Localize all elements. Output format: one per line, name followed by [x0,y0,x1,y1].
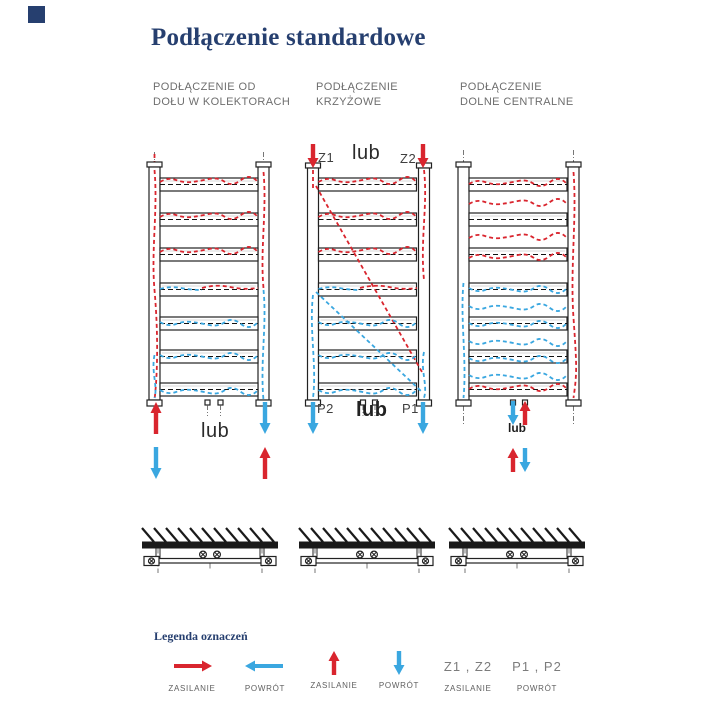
column-header-line1: PODŁĄCZENIE [460,81,543,93]
arrow-right-icon [174,660,212,672]
legend-title: Legenda oznaczeń [154,629,248,643]
legend-label: ZASILANIE [310,681,358,690]
supply-up-arrow-icon [507,448,519,472]
wall-section-drawing-3 [447,526,587,575]
legend-item-z1-z2: Z1 , Z2 ZASILANIE [437,652,499,694]
or-label: lub [508,421,526,435]
radiator-diagram-cross [304,144,433,434]
return-p1-label: P1 [402,401,419,416]
column-header-line2: DOŁU W KOLEKTORACH [153,96,291,108]
radiator-diagram-bottom-central [455,150,582,472]
column-header-bottom-collectors: PODŁĄCZENIE OD DOŁU W KOLEKTORACH [153,80,290,110]
return-down-arrow-icon [150,447,162,479]
legend-symbol-text: P1 , P2 [512,658,562,674]
or-label: lub [201,420,230,442]
legend-label: POWRÓT [516,684,558,693]
supply-up-arrow-icon [259,447,271,479]
supply-z2-label: Z2 [400,151,417,166]
column-header-cross: PODŁĄCZENIE KRZYŻOWE [316,80,398,110]
return-down-arrow-icon [519,448,531,472]
or-label: lub [356,399,388,421]
column-header-line1: PODŁĄCZENIE OD [153,81,256,93]
supply-z1-label: Z1 [318,150,335,165]
legend-label: POWRÓT [378,681,420,690]
arrow-down-icon [393,651,405,675]
column-header-line1: PODŁĄCZENIE [316,81,399,93]
legend-label: ZASILANIE [444,684,492,693]
logo-mark [28,6,45,23]
legend-item-supply-horizontal: ZASILANIE [160,652,224,693]
arrow-left-icon [245,660,283,672]
legend-item-supply-vertical: ZASILANIE [305,649,363,690]
return-down-arrow-icon [259,402,271,434]
page-title: Podłączenie standardowe [151,24,426,51]
wall-section-drawing-1 [140,526,280,575]
legend-item-return-vertical: POWRÓT [370,649,428,690]
return-p2-label: P2 [317,401,334,416]
or-label: lub [352,142,381,164]
supply-up-arrow-icon [150,402,162,434]
legend-label: ZASILANIE [168,684,216,693]
radiator-diagram-bottom-collectors [146,152,272,479]
legend-label: POWRÓT [244,684,286,693]
legend-item-return-horizontal: POWRÓT [233,652,297,693]
column-header-line2: DOLNE CENTRALNE [460,96,574,108]
arrow-up-icon [328,651,340,675]
return-down-arrow-icon [417,402,429,434]
column-header-line2: KRZYŻOWE [316,96,382,108]
legend-item-p1-p2: P1 , P2 POWRÓT [508,652,566,694]
column-header-bottom-central: PODŁĄCZENIE DOLNE CENTRALNE [460,80,574,110]
wall-section-drawing-2 [297,526,437,575]
legend-symbol-text: Z1 , Z2 [443,658,493,674]
